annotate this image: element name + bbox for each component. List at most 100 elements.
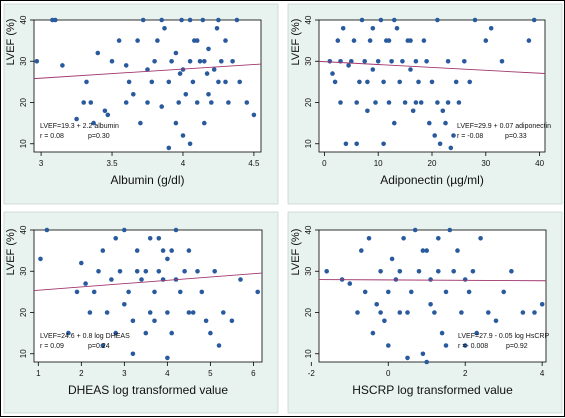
panel-3-fit-line <box>33 272 263 292</box>
panel-3-data-point <box>91 289 97 295</box>
panel-4-data-point <box>509 269 514 274</box>
panel-1-data-point <box>209 100 214 105</box>
panel-2-data-point <box>340 26 346 31</box>
panel-3-y-tick-label: 20 <box>19 308 28 317</box>
panel-1-data-point <box>234 17 240 23</box>
panel-4-fit-line <box>318 279 547 282</box>
panel-3-data-point <box>195 269 200 274</box>
panel-2-data-point <box>421 38 427 43</box>
panel-3-data-point <box>255 289 260 295</box>
panel-4-data-point <box>416 269 422 274</box>
panel-4-data-point <box>520 310 526 315</box>
panel-3-data-point <box>143 330 149 336</box>
panel-2-data-point <box>526 38 532 43</box>
panel-2-data-point <box>408 67 413 72</box>
panel-4-data-point <box>397 310 403 315</box>
panel-4-y-tick-label: 10 <box>304 349 313 358</box>
panel-3-data-point <box>117 269 123 274</box>
panel-1-data-point <box>251 112 257 118</box>
panel-4-data-point <box>389 256 395 262</box>
panel-3-data-point <box>160 248 166 253</box>
panel-2-data-point <box>448 145 454 151</box>
panel-3-data-point <box>83 281 88 286</box>
panel-3-data-point <box>113 236 118 241</box>
panel-3-y-tick-label: 30 <box>19 266 28 275</box>
panel-2-data-point <box>362 59 368 64</box>
panel-2-data-point <box>413 100 419 105</box>
panel-2-data-point <box>349 59 354 64</box>
panel-1-data-point <box>162 26 167 31</box>
panel-4-y-tick-label: 30 <box>304 266 313 275</box>
panel-3-data-point <box>229 318 235 324</box>
panel-2-data-point <box>531 17 537 23</box>
panel-4-data-point <box>432 310 437 315</box>
panel-3-data-point <box>100 248 106 253</box>
panel-2-data-point <box>456 100 462 105</box>
panel-2-data-point <box>451 133 456 138</box>
panel-2-data-point <box>357 79 362 85</box>
panel-2-data-point <box>424 59 429 64</box>
panel-2-data-point <box>437 141 443 147</box>
panel-2-x-axis-label: Adiponectin (µg/ml) <box>380 173 484 187</box>
panel-1-y-tick-label: 40 <box>19 15 28 24</box>
panel-1-data-point <box>223 38 228 43</box>
panel-1-data-point <box>244 100 250 105</box>
panel-3-data-point <box>173 227 179 233</box>
panel-3-data-point <box>139 277 144 282</box>
panel-1-x-tick-label: 3.5 <box>106 159 118 168</box>
panel-2-data-point <box>467 79 473 85</box>
panel-1-data-point <box>159 104 164 109</box>
panel-4-plot-area <box>318 229 547 363</box>
panel-2-x-tick-label: 0 <box>322 159 327 168</box>
panel-1-data-point <box>190 79 196 85</box>
panel-4-x-tick-label: 0 <box>386 369 391 378</box>
panel-1-data-point <box>109 59 115 64</box>
panel-1-data-point <box>206 46 211 52</box>
panel-1-data-point <box>200 17 206 23</box>
panel-4-data-point <box>424 248 430 253</box>
panel-2-plot-area <box>318 19 546 153</box>
panel-1-data-point <box>166 145 172 151</box>
panel-3-data-point <box>156 236 162 241</box>
panel-4-equation: LVEF=27.9 - 0.05 log HsCRP <box>458 333 549 340</box>
panel-1-data-point <box>34 59 40 64</box>
panel-4-data-point <box>539 302 545 307</box>
panel-3-x-tick-label: 6 <box>251 369 256 378</box>
panel-1-data-point <box>84 79 89 85</box>
panel-1-data-point <box>116 38 122 43</box>
panel-2-data-point <box>432 133 438 138</box>
panel-4-y-tick-label: 20 <box>304 308 313 317</box>
panel-1-data-point <box>149 79 155 85</box>
panel-3-x-tick-label: 4 <box>165 369 170 378</box>
panel-3-x-tick-label: 1 <box>36 369 41 378</box>
panel-4-data-point <box>393 277 399 282</box>
panel-3-data-point <box>38 256 43 262</box>
panel-4-y-axis-label: LVEF (%) <box>290 229 302 276</box>
panel-3-data-point <box>165 355 170 361</box>
panel-1-data-point <box>173 120 179 126</box>
panel-4-data-point <box>466 289 472 295</box>
panel-1-x-axis-label: Albumin (g/dl) <box>110 173 184 187</box>
panel-1-data-point <box>138 120 143 126</box>
panel-2-x-tick-label: 40 <box>535 159 544 168</box>
panel-2-data-point <box>483 38 489 43</box>
panel-1-data-point <box>187 141 193 147</box>
panel-1-data-point <box>223 79 228 85</box>
panel-2-data-point <box>413 59 419 64</box>
panel-1-data-point <box>123 63 129 68</box>
panel-2-data-point <box>354 141 360 147</box>
panel-2-data-point <box>445 59 451 64</box>
panel-3-data-point <box>74 289 80 295</box>
panel-4-data-point <box>443 289 449 295</box>
panel-1-data-point <box>187 17 193 23</box>
panel-2-data-point <box>499 59 505 64</box>
panel-1-data-point <box>183 92 189 97</box>
panel-4-data-point <box>443 343 449 348</box>
panel-4-data-point <box>428 302 433 307</box>
panel-3-r-value: r = 0.09 <box>40 343 64 350</box>
panel-2-data-point <box>389 59 394 64</box>
panel-3-data-point <box>221 310 226 315</box>
panel-3-data-point <box>190 310 196 315</box>
panel-1-data-point <box>177 71 183 76</box>
panel-4-data-point <box>478 236 483 241</box>
